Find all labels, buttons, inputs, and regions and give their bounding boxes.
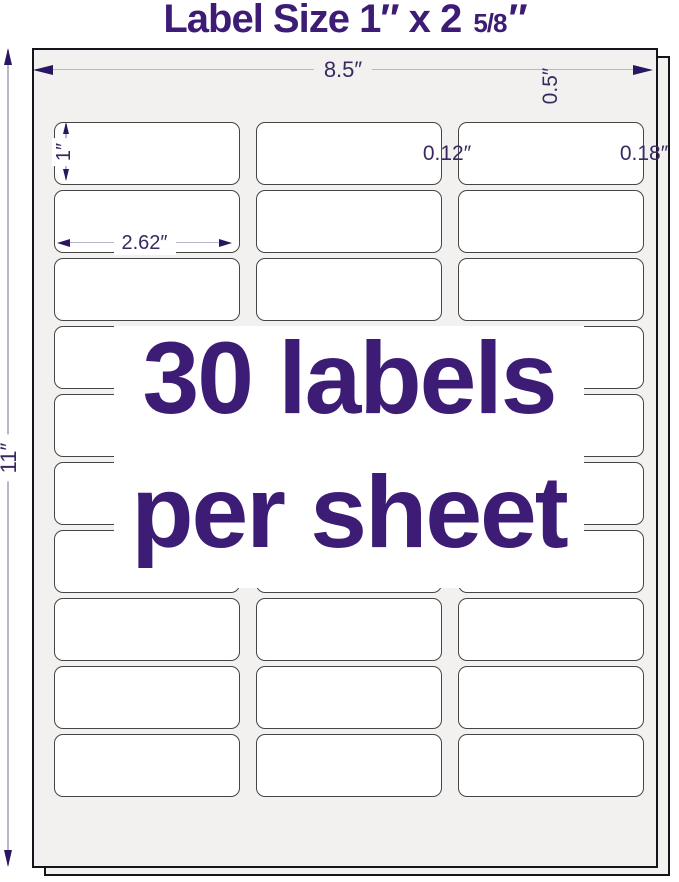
label-cell: [54, 122, 240, 185]
label-cell: [458, 734, 644, 797]
title-main: Label Size 1″ x 2: [163, 0, 472, 41]
title-inch-mark: ″: [508, 0, 527, 41]
label-cell: [458, 258, 644, 321]
arrow-down-icon: [4, 850, 12, 867]
label-cell: [54, 666, 240, 729]
edge-margin-value: 0.18″: [619, 142, 669, 165]
sheet-height-value: 11″: [0, 434, 21, 481]
label-cell: [54, 258, 240, 321]
top-margin-value: 0.5″: [539, 67, 562, 105]
label-cell: [458, 598, 644, 661]
arrow-up-icon: [63, 122, 69, 134]
column-gap-value: 0.12″: [422, 142, 472, 165]
arrow-down-icon: [63, 169, 69, 181]
label-cell: [256, 734, 442, 797]
label-cell: [458, 190, 644, 253]
arrow-left-icon: [33, 65, 53, 75]
label-cell: [458, 122, 644, 185]
label-sheet: [32, 48, 658, 868]
page-title: Label Size 1″ x 2 5/8″: [32, 0, 658, 45]
labels-count-line1: 30 labels: [142, 321, 558, 435]
dimension-label-width: 2.62″: [57, 230, 232, 255]
labels-count-overlay: 30 labels per sheet: [114, 322, 584, 588]
arrow-up-icon: [4, 48, 12, 65]
label-cell: [256, 666, 442, 729]
title-fraction: 5/8: [473, 8, 507, 38]
arrow-left-icon: [57, 238, 70, 247]
dimension-sheet-width: 8.5″: [33, 58, 653, 82]
arrow-right-icon: [633, 65, 653, 75]
label-width-value: 2.62″: [113, 230, 176, 255]
labels-count-line2: per sheet: [131, 455, 569, 569]
label-cell: [256, 122, 442, 185]
sheet-width-value: 8.5″: [313, 58, 373, 82]
label-cell: [54, 734, 240, 797]
label-height-value: 1″: [52, 137, 76, 166]
label-cell: [256, 598, 442, 661]
label-cell: [54, 598, 240, 661]
label-cell: [256, 258, 442, 321]
label-cell: [256, 190, 442, 253]
label-cell: [458, 666, 644, 729]
arrow-right-icon: [219, 238, 232, 247]
